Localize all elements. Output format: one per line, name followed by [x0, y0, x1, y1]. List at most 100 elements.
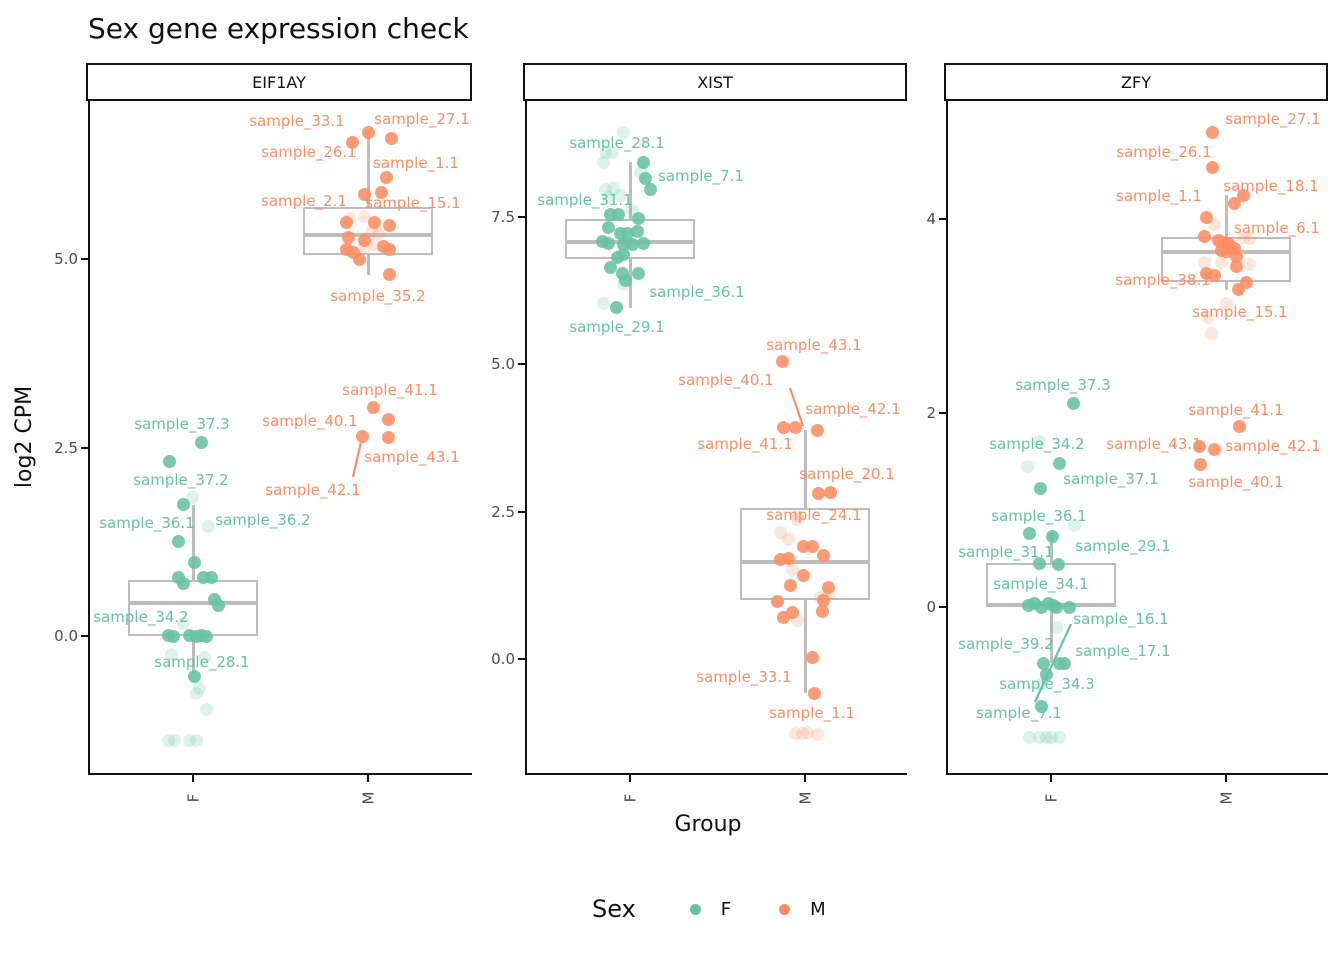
data-point — [187, 555, 201, 569]
sample-label: sample_36.1 — [99, 514, 195, 532]
data-point — [643, 183, 657, 197]
sample-label: sample_41.1 — [342, 381, 438, 399]
data-point — [616, 278, 630, 292]
data-point — [357, 188, 371, 202]
data-point — [1204, 326, 1218, 340]
data-point — [1205, 126, 1219, 140]
sample-label: sample_41.1 — [697, 435, 793, 453]
data-point — [821, 580, 835, 594]
data-point — [192, 681, 206, 695]
data-point — [361, 125, 375, 139]
boxplot-lower-whisker — [191, 636, 195, 675]
data-point — [1229, 260, 1243, 274]
sample-label: sample_43.1 — [364, 448, 460, 466]
data-point — [1219, 296, 1233, 310]
boxplot-lower-whisker — [1224, 282, 1228, 290]
sample-label: sample_2.1 — [261, 192, 347, 210]
x-tick-label-text: F — [183, 793, 202, 803]
data-point — [1039, 731, 1053, 745]
x-tick-mark — [1050, 775, 1052, 782]
sample-label: sample_7.1 — [976, 704, 1062, 722]
data-point — [161, 733, 175, 747]
data-point — [1197, 256, 1211, 270]
sample-label: sample_1.1 — [769, 704, 855, 722]
sample-label: sample_15.1 — [365, 194, 461, 212]
data-point — [366, 401, 380, 415]
y-tick-mark — [518, 510, 525, 513]
data-point — [596, 296, 610, 310]
x-tick-label-text: F — [620, 793, 639, 803]
data-point — [1205, 161, 1219, 175]
data-point — [199, 703, 213, 717]
sample-label: sample_36.1 — [649, 283, 745, 301]
data-point — [341, 230, 355, 244]
boxplot-lower-whisker — [366, 255, 370, 275]
data-point — [1242, 231, 1256, 245]
data-point — [382, 268, 396, 282]
data-point — [1207, 443, 1221, 457]
boxplot-upper-whisker — [191, 504, 195, 581]
data-point — [610, 250, 624, 264]
data-point — [601, 236, 615, 250]
sample-label: sample_15.1 — [1192, 303, 1288, 321]
data-point — [790, 613, 804, 627]
y-tick-label: 2.5 — [491, 502, 515, 521]
sample-label: sample_28.1 — [154, 653, 250, 671]
y-tick-label: 2 — [926, 404, 936, 422]
data-point — [810, 728, 824, 742]
data-point — [1032, 434, 1046, 448]
y-tick-mark — [81, 635, 88, 637]
sample-label: sample_27.1 — [374, 110, 470, 128]
data-point — [805, 540, 819, 554]
y-tick-mark — [518, 363, 525, 365]
data-point — [1201, 311, 1215, 325]
facet-panel-ZFY — [946, 101, 1328, 775]
data-point — [596, 155, 610, 169]
data-point — [1192, 440, 1206, 454]
boxplot-upper-whisker — [1049, 533, 1053, 564]
sample-label: sample_36.2 — [215, 511, 311, 529]
x-tick-label: F — [1039, 786, 1063, 810]
data-point — [1032, 731, 1046, 745]
data-point — [1242, 258, 1256, 272]
data-point — [773, 553, 787, 567]
x-tick-label-text: F — [1041, 793, 1060, 803]
data-point — [783, 578, 797, 592]
data-point — [189, 733, 203, 747]
facet-panel-XIST — [525, 101, 907, 775]
page-title: Sex gene expression check — [88, 12, 469, 45]
y-tick-label: 5.0 — [491, 355, 515, 373]
sample-label: sample_24.1 — [766, 506, 862, 524]
y-tick-mark — [518, 658, 525, 660]
data-point — [1045, 529, 1059, 543]
boxplot-upper-whisker — [1224, 194, 1228, 238]
sample-label: sample_34.1 — [993, 575, 1089, 593]
data-point — [374, 186, 388, 200]
data-point — [1207, 268, 1221, 282]
y-axis-title: log2 CPM — [12, 385, 37, 489]
sample-label: sample_33.1 — [249, 112, 345, 130]
data-point — [384, 131, 398, 145]
sample-label: sample_29.1 — [1075, 537, 1171, 555]
x-tick-label: F — [181, 786, 205, 810]
data-point — [381, 413, 395, 427]
data-point — [603, 261, 617, 275]
data-point — [1199, 210, 1213, 224]
data-point — [1214, 256, 1228, 270]
data-point — [176, 576, 190, 590]
data-point — [631, 211, 645, 225]
sample-label: sample_7.1 — [658, 167, 744, 185]
data-point — [201, 520, 215, 534]
y-tick-label: 2.5 — [54, 438, 78, 457]
y-tick-label: 0 — [926, 598, 936, 616]
boxplot-box — [303, 206, 433, 256]
legend-label-M: M — [810, 898, 826, 920]
data-point — [1227, 196, 1241, 210]
y-tick-mark — [939, 606, 946, 608]
boxplot-box — [740, 507, 870, 600]
sample-label: sample_41.1 — [1188, 401, 1284, 419]
data-point — [1052, 456, 1066, 470]
x-tick-mark — [1225, 775, 1227, 782]
data-point — [773, 526, 787, 540]
